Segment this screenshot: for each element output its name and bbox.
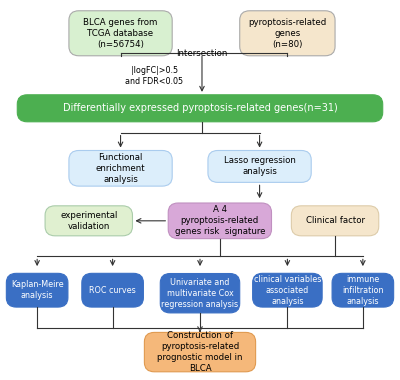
Text: pyroptosis-related
genes
(n=80): pyroptosis-related genes (n=80) [248, 18, 326, 49]
FancyBboxPatch shape [17, 95, 383, 122]
FancyBboxPatch shape [240, 11, 335, 56]
FancyBboxPatch shape [332, 273, 394, 307]
FancyBboxPatch shape [291, 206, 379, 236]
FancyBboxPatch shape [45, 206, 132, 236]
FancyBboxPatch shape [69, 11, 172, 56]
Text: immune
infiltration
analysis: immune infiltration analysis [342, 275, 384, 306]
FancyBboxPatch shape [253, 273, 322, 307]
Text: Kaplan-Meire
analysis: Kaplan-Meire analysis [11, 280, 64, 300]
FancyBboxPatch shape [144, 332, 256, 372]
Text: Intersection: Intersection [176, 49, 228, 58]
FancyBboxPatch shape [160, 274, 240, 313]
Text: BLCA genes from
TCGA database
(n=56754): BLCA genes from TCGA database (n=56754) [83, 18, 158, 49]
Text: A 4
pyroptosis-related
genes risk  signature: A 4 pyroptosis-related genes risk signat… [175, 205, 265, 236]
FancyBboxPatch shape [82, 273, 143, 307]
FancyBboxPatch shape [168, 203, 272, 239]
Text: clinical variables
associated
analysis: clinical variables associated analysis [254, 275, 321, 306]
Text: |logFC|>0.5
and FDR<0.05: |logFC|>0.5 and FDR<0.05 [125, 66, 183, 87]
FancyBboxPatch shape [6, 273, 68, 307]
Text: Construction of
pyroptosis-related
prognostic model in
BLCA: Construction of pyroptosis-related progn… [157, 331, 243, 373]
FancyBboxPatch shape [208, 150, 311, 182]
Text: ROC curves: ROC curves [89, 286, 136, 295]
Text: Functional
enrichment
analysis: Functional enrichment analysis [96, 153, 145, 184]
Text: Univariate and
multivariate Cox
regression analysis: Univariate and multivariate Cox regressi… [162, 278, 238, 309]
FancyBboxPatch shape [69, 150, 172, 186]
Text: Clinical factor: Clinical factor [306, 216, 364, 225]
Text: Differentially expressed pyroptosis-related genes(n=31): Differentially expressed pyroptosis-rela… [63, 103, 337, 113]
Text: experimental
validation: experimental validation [60, 211, 118, 231]
Text: Lasso regression
analysis: Lasso regression analysis [224, 157, 296, 176]
